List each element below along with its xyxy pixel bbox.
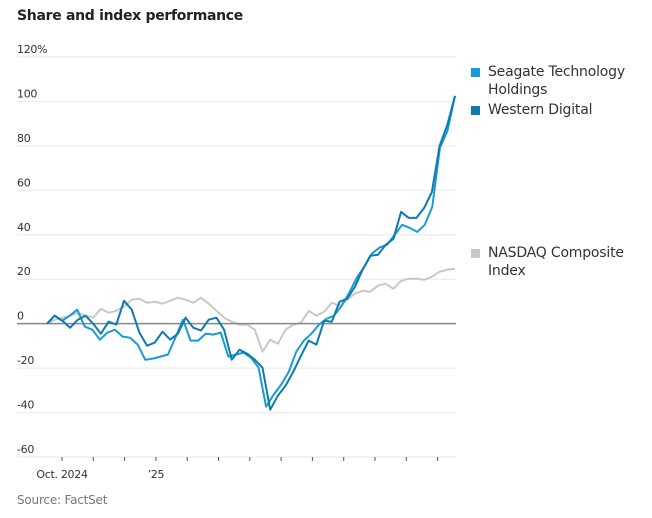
x-axis: Oct. 2024 ’25 xyxy=(36,457,439,481)
series-lines xyxy=(17,95,456,411)
legend-label-nasdaq: NASDAQ Composite Index xyxy=(488,245,624,279)
y-tick-label: 120% xyxy=(17,43,47,56)
legend-swatch-western-digital xyxy=(471,106,480,115)
legend-label-western-digital: Western Digital xyxy=(488,102,593,118)
legend-swatch-seagate xyxy=(471,68,480,77)
legend-swatch-nasdaq xyxy=(471,249,480,258)
source-note: Source: FactSet xyxy=(17,493,108,507)
y-tick-label: 100 xyxy=(17,87,37,100)
y-tick-label: -20 xyxy=(17,354,34,367)
y-tick-label: 40 xyxy=(17,221,31,234)
x-tick-label: Oct. 2024 xyxy=(36,468,88,481)
y-axis-ticks: 120% 100 80 60 40 20 0 -20 -40 -60 xyxy=(17,43,48,456)
y-tick-label: 20 xyxy=(17,265,31,278)
legend-label-seagate: Seagate Technology Holdings xyxy=(488,64,625,98)
chart-title: Share and index performance xyxy=(17,8,243,24)
y-tick-label: 80 xyxy=(17,132,31,145)
y-tick-label: -40 xyxy=(17,399,34,412)
y-tick-label: 0 xyxy=(17,310,24,323)
series-line-nasdaq-composite-index xyxy=(46,267,456,353)
y-tick-label: -60 xyxy=(17,443,34,456)
series-line-seagate-technology-holdings xyxy=(46,95,456,408)
y-tick-label: 60 xyxy=(17,176,31,189)
series-line-western-digital xyxy=(46,95,456,411)
gridlines xyxy=(17,56,456,458)
x-tick-label: ’25 xyxy=(148,468,165,481)
